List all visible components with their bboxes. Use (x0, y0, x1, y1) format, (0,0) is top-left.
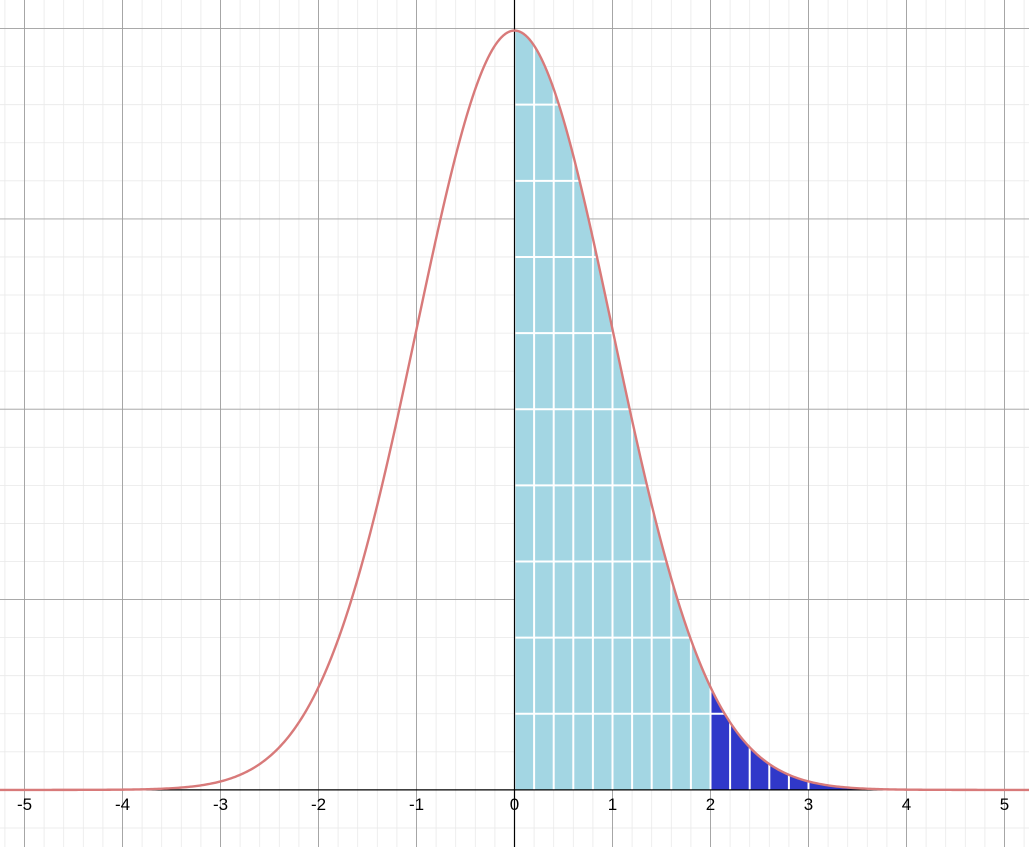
chart-svg: -5 -4 -3 -2 -1 0 1 2 3 4 5 (0, 0, 1029, 847)
normal-distribution-chart: -5 -4 -3 -2 -1 0 1 2 3 4 5 (0, 0, 1029, 847)
x-tick-label: 3 (804, 795, 813, 814)
x-tick-label: -4 (115, 795, 130, 814)
x-tick-label: 5 (1000, 795, 1009, 814)
x-tick-label: 0 (510, 795, 519, 814)
x-tick-label: -1 (409, 795, 424, 814)
x-tick-label: -2 (311, 795, 326, 814)
x-tick-label: -5 (17, 795, 32, 814)
x-tick-label: 1 (608, 795, 617, 814)
x-tick-label: 2 (706, 795, 715, 814)
x-tick-label: -3 (213, 795, 228, 814)
x-tick-label: 4 (902, 795, 911, 814)
